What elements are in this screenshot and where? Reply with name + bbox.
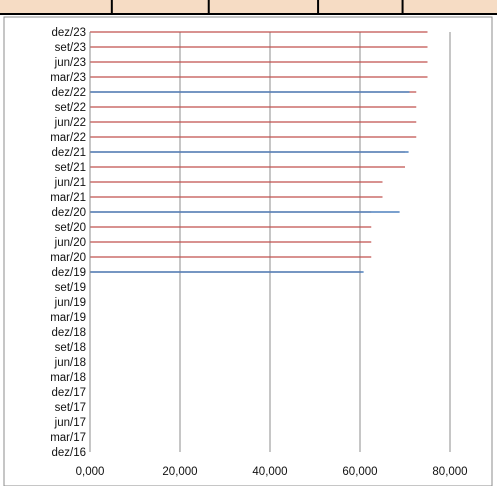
y-tick-label: mar/22 — [50, 132, 86, 144]
x-tick-label: 80,000 — [432, 466, 467, 478]
y-tick-label: jun/23 — [54, 57, 86, 69]
axes — [89, 32, 451, 452]
y-tick-label: set/20 — [55, 222, 86, 234]
y-tick-label: set/17 — [55, 402, 86, 414]
y-tick-label: dez/23 — [51, 27, 86, 39]
y-tick-label: mar/18 — [50, 372, 86, 384]
y-tick-label: set/22 — [55, 102, 86, 114]
y-tick-label: dez/21 — [51, 147, 86, 159]
y-tick-label: set/19 — [55, 282, 86, 294]
series-1 — [90, 91, 410, 273]
y-tick-label: dez/16 — [51, 447, 86, 459]
y-tick-label: mar/23 — [50, 72, 86, 84]
y-tick-label: dez/22 — [51, 87, 86, 99]
y-tick-label: mar/19 — [50, 312, 86, 324]
y-tick-label: mar/21 — [50, 192, 86, 204]
y-tick-label: set/21 — [55, 162, 86, 174]
x-tick-label: 40,000 — [252, 466, 287, 478]
series-layer — [90, 31, 428, 273]
y-tick-label: dez/18 — [51, 327, 86, 339]
top-strip-fill — [0, 0, 497, 14]
y-tick-label: jun/19 — [54, 297, 86, 309]
y-tick-label: jun/22 — [54, 117, 86, 129]
x-tick-label: 20,000 — [162, 466, 197, 478]
y-tick-label: mar/17 — [50, 432, 86, 444]
y-tick-label: jun/18 — [54, 357, 86, 369]
y-tick-label: set/18 — [55, 342, 86, 354]
x-axis-tick-labels: 0,000 20,000 40,000 60,000 80,000 — [76, 466, 468, 478]
y-axis-tick-labels: dez/16 mar/17 jun/17 set/17 dez/17 mar/18 jun/… — [50, 27, 86, 459]
x-tick-label: 0,000 — [76, 466, 105, 478]
y-tick-label: set/23 — [55, 42, 86, 54]
y-tick-label: dez/17 — [51, 387, 86, 399]
y-tick-label: jun/20 — [54, 237, 86, 249]
y-tick-label: dez/19 — [51, 267, 86, 279]
y-tick-label: dez/20 — [51, 207, 86, 219]
x-tick-label: 60,000 — [342, 466, 377, 478]
y-tick-label: jun/17 — [54, 417, 86, 429]
y-tick-label: mar/20 — [50, 252, 86, 264]
y-tick-label: jun/21 — [54, 177, 86, 189]
top-header-strip — [0, 0, 497, 15]
